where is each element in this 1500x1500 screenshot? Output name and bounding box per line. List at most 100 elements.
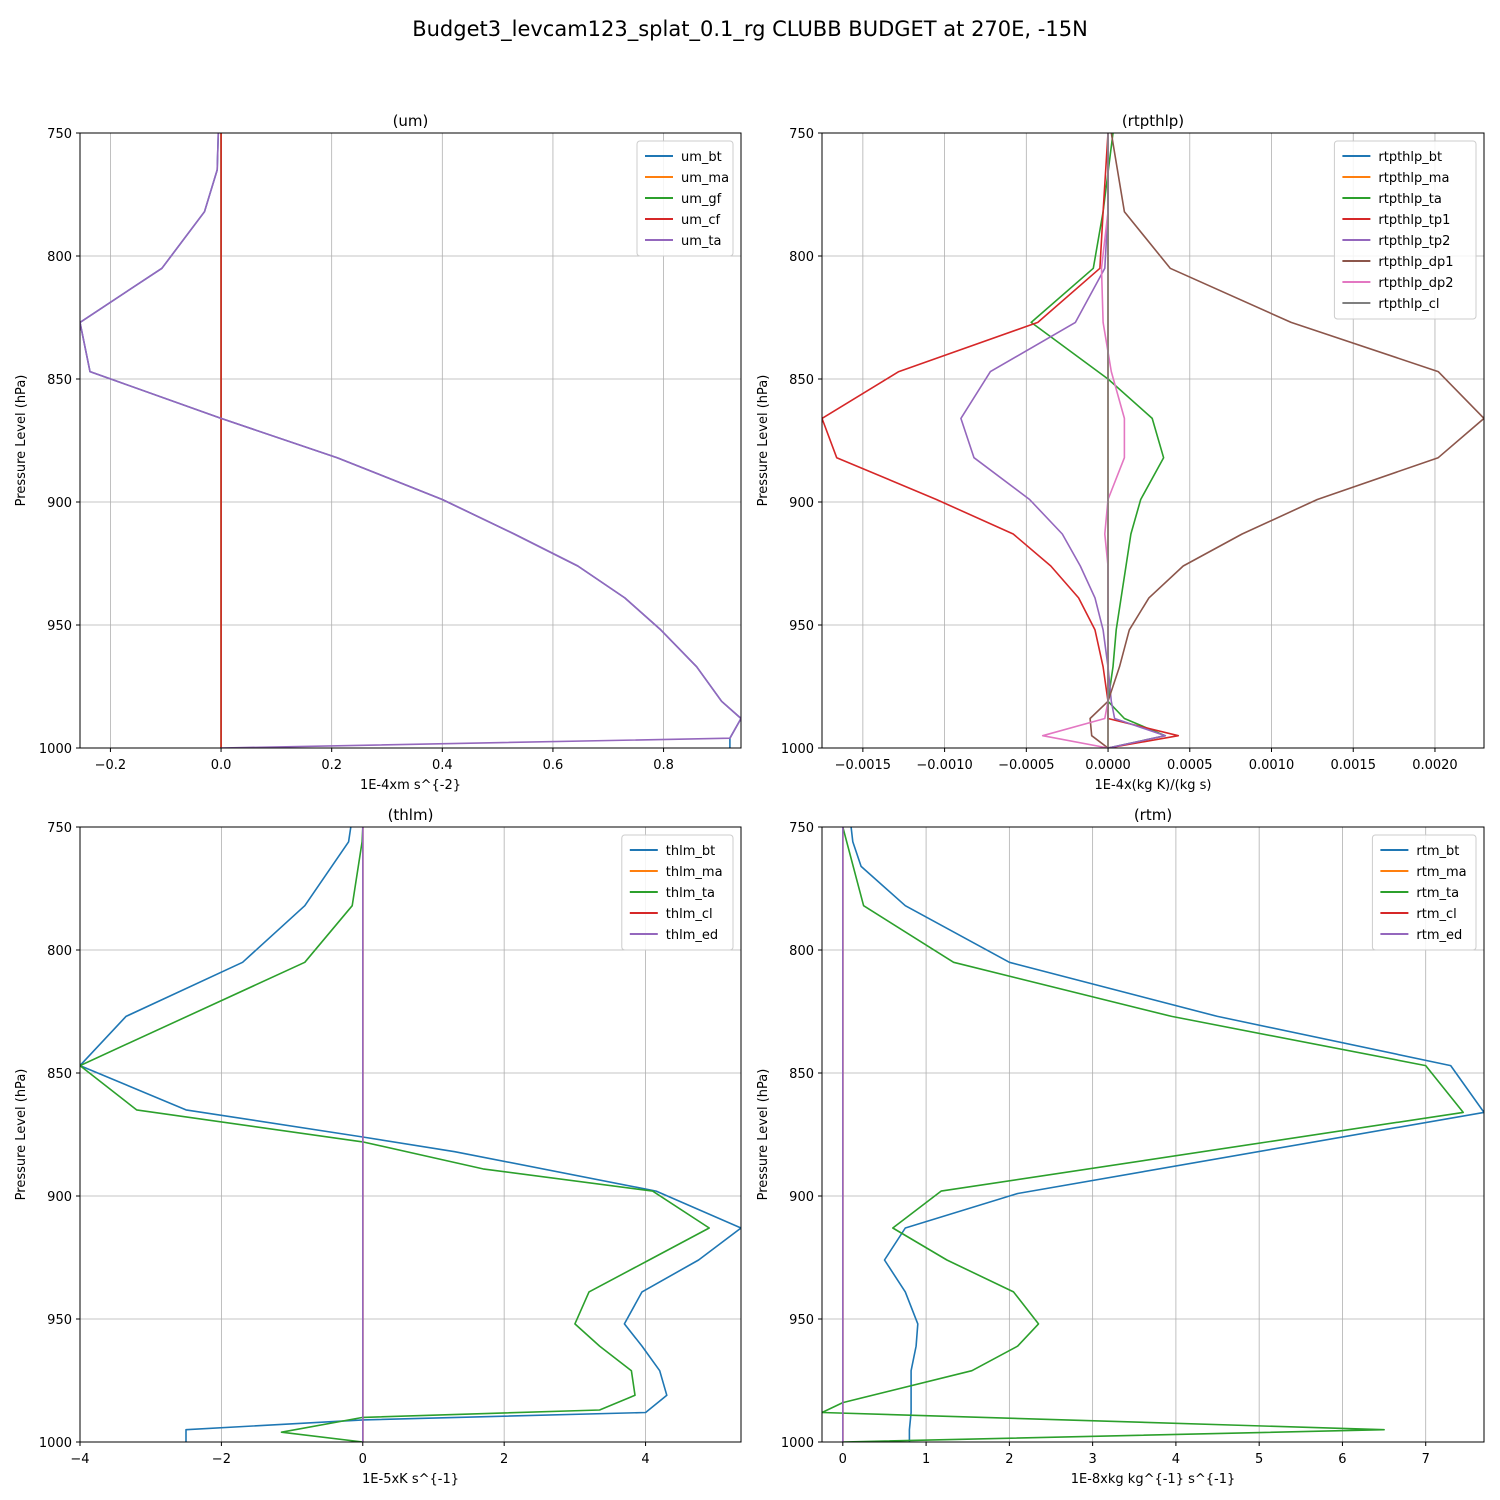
axes-frame [79,826,742,1443]
y-tick-label: 800 [47,250,72,265]
axes-frame [79,132,742,749]
x-axis-label: 1E-4x(kg K)/(kg s) [1095,778,1212,793]
series-group [80,827,741,1442]
legend-box [1333,140,1477,320]
legend-label: rtm_ta [1416,886,1459,901]
series-line-rtm_ta [822,827,1464,1442]
y-tick-label: 750 [789,821,814,836]
x-tick-label: 2 [500,1452,508,1467]
legend-label: rtpthlp_tp2 [1378,234,1450,249]
y-tick-label: 800 [47,944,72,959]
y-axis-label: Pressure Level (hPa) [756,1069,771,1201]
legend-label: rtpthlp_ma [1378,171,1449,186]
legend-label: um_gf [681,192,722,207]
chart-panel-1: −0.0015 −0.0010 −0.0005 0.0000 0.0005 0.0010 0… [756,112,1485,793]
y-tick-label: 850 [47,373,72,388]
y-tick-label: 1000 [39,742,72,757]
legend-label: um_bt [681,150,722,165]
x-tick-label: 0.0000 [1085,758,1131,773]
x-axis-label: 1E-5xK s^{-1} [362,1472,459,1487]
legend-label: um_ma [681,171,729,186]
series-line-rtpthlp_tp2 [960,133,1167,748]
series-line-rtm_bt [850,827,1484,1442]
x-tick-label: 2 [1005,1452,1013,1467]
legend-label: um_ta [681,234,721,249]
legend-box [1371,834,1477,951]
legend-label: rtm_ma [1416,865,1466,880]
legend-label: rtpthlp_cl [1378,297,1439,312]
axes-frame [821,826,1485,1443]
chart-panel-0: −0.2 0.0 0.2 0.4 0.6 0.8 750 800 850 900 950 1000 (u… [14,112,742,793]
panel-title: (rtpthlp) [1122,112,1184,130]
x-tick-label: −0.0005 [998,758,1054,773]
legend-label: um_cf [681,213,721,228]
legend-label: rtm_bt [1416,844,1459,859]
series-line-rtpthlp_dp2 [1041,133,1126,748]
x-tick-label: 1 [922,1452,930,1467]
y-axis-label: Pressure Level (hPa) [14,1069,29,1201]
y-tick-label: 750 [47,127,72,142]
x-tick-label: 4 [641,1452,649,1467]
axes-frame [821,132,1485,749]
legend-box [621,834,734,951]
series-group [80,133,741,748]
x-tick-label: 4 [1172,1452,1180,1467]
series-line-thlm_bt [80,827,741,1442]
y-axis-label: Pressure Level (hPa) [756,375,771,507]
y-tick-label: 950 [789,1313,814,1328]
legend-label: rtpthlp_dp2 [1378,276,1453,291]
x-axis-label: 1E-4xm s^{-2} [360,778,461,793]
series-group [822,133,1484,748]
y-axis-label: Pressure Level (hPa) [14,375,29,507]
y-tick-label: 900 [789,1190,814,1205]
legend-label: rtm_cl [1416,907,1456,922]
legend-label: thlm_bt [666,844,715,859]
y-tick-label: 750 [789,127,814,142]
x-tick-label: −2 [212,1452,231,1467]
x-tick-label: 0.8 [653,758,674,773]
panel-title: (thlm) [388,806,434,824]
y-tick-label: 850 [789,373,814,388]
y-tick-label: 1000 [39,1436,72,1451]
legend-label: thlm_cl [666,907,713,922]
x-tick-label: −0.2 [95,758,127,773]
y-tick-label: 900 [789,496,814,511]
legend: thlm_bt thlm_ma thlm_ta thlm_cl thlm_ed [621,834,734,951]
legend-label: rtpthlp_ta [1378,192,1441,207]
x-tick-label: −4 [70,1452,89,1467]
x-tick-label: 0.0 [211,758,232,773]
figure-suptitle: Budget3_levcam123_splat_0.1_rg CLUBB BUD… [412,17,1088,42]
panel-title: (rtm) [1134,806,1172,824]
x-tick-label: 7 [1422,1452,1430,1467]
x-tick-label: 0.0010 [1249,758,1295,773]
legend: rtpthlp_bt rtpthlp_ma rtpthlp_ta rtpthlp_tp… [1333,140,1477,320]
legend-label: rtpthlp_bt [1378,150,1442,165]
legend-label: rtpthlp_tp1 [1378,213,1450,228]
panel-title: (um) [393,112,429,130]
legend: um_bt um_ma um_gf um_cf um_ta [636,140,734,257]
y-tick-label: 850 [47,1067,72,1082]
x-tick-label: 0.0020 [1412,758,1458,773]
x-tick-label: 5 [1255,1452,1263,1467]
x-tick-label: −0.0010 [916,758,972,773]
x-tick-label: 0.0015 [1330,758,1376,773]
x-axis-label: 1E-8xkg kg^{-1} s^{-1} [1071,1472,1236,1487]
y-tick-label: 950 [789,619,814,634]
legend-label: rtpthlp_dp1 [1378,255,1453,270]
y-tick-label: 900 [47,496,72,511]
y-tick-label: 850 [789,1067,814,1082]
series-line-rtpthlp_ta [1030,133,1167,748]
series-line-thlm_ta [80,827,711,1442]
y-tick-label: 900 [47,1190,72,1205]
x-tick-label: 0 [839,1452,847,1467]
y-tick-label: 950 [47,619,72,634]
chart-panel-2: −4 −2 0 2 4 750 800 850 900 950 1000 (thlm) 1E-5xK s… [14,806,742,1487]
series-group [822,827,1484,1442]
y-tick-label: 800 [789,250,814,265]
y-tick-label: 800 [789,944,814,959]
y-tick-label: 950 [47,1313,72,1328]
x-tick-label: 0.4 [432,758,453,773]
y-tick-label: 1000 [781,1436,814,1451]
x-tick-label: 6 [1338,1452,1346,1467]
